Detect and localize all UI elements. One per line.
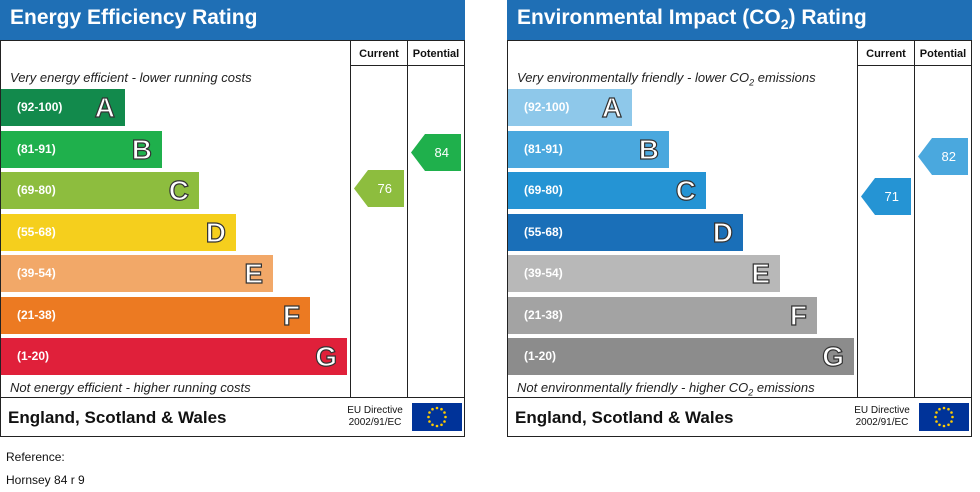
band-range-label: (69-80) xyxy=(17,183,56,197)
band-letter: F xyxy=(789,299,807,331)
band-letter: B xyxy=(131,133,152,165)
energy-directive-line1: EU Directive xyxy=(347,405,403,416)
rating-band-g: (1-20) G xyxy=(1,338,347,375)
energy-bottom-note: Not energy efficient - higher running co… xyxy=(10,380,251,395)
energy-footer-rule xyxy=(0,397,464,398)
reference-value: Hornsey 84 r 9 xyxy=(6,473,85,487)
environment-frame xyxy=(507,40,972,437)
potential-rating-value: 82 xyxy=(941,149,956,164)
band-letter: E xyxy=(751,257,771,289)
band-letter: A xyxy=(601,91,622,123)
environment-header-rule xyxy=(857,65,971,66)
band-range-label: (1-20) xyxy=(524,349,557,363)
potential-rating-value: 84 xyxy=(434,145,449,160)
band-range-label: (81-91) xyxy=(524,141,563,156)
environment-bottom-note: Not environmentally friendly - higher CO… xyxy=(517,380,815,398)
rating-band-d: (55-68) D xyxy=(508,213,743,251)
current-rating-value: 76 xyxy=(377,181,392,196)
environment-potential-header: Potential xyxy=(919,48,967,60)
environment-col-divider-2 xyxy=(914,40,915,397)
energy-col-divider-2 xyxy=(407,40,408,397)
environment-title-bar: Environmental Impact (CO2) Rating xyxy=(507,0,972,40)
energy-current-header: Current xyxy=(359,48,399,60)
energy-frame xyxy=(0,40,465,437)
band-letter: B xyxy=(638,133,659,165)
rating-band-e: (39-54) E xyxy=(1,255,273,292)
rating-band-f: (21-38) F xyxy=(508,296,817,334)
rating-band-b: (81-91) B xyxy=(1,130,162,168)
band-letter: F xyxy=(282,299,300,331)
band-range-label: (39-54) xyxy=(17,266,56,280)
rating-band-b: (81-91) B xyxy=(508,130,669,168)
rating-band-a: (92-100) A xyxy=(508,89,632,126)
energy-footer-country: England, Scotland & Wales xyxy=(8,408,227,427)
energy-header-rule xyxy=(350,65,464,66)
current-rating-value: 71 xyxy=(884,189,899,204)
energy-title-bar: Energy Efficiency Rating xyxy=(0,0,465,40)
rating-band-d: (55-68) D xyxy=(1,213,236,251)
band-letter: E xyxy=(244,257,264,289)
band-letter: G xyxy=(315,340,338,372)
rating-band-c: (69-80) C xyxy=(1,172,199,209)
energy-efficiency-panel: Energy Efficiency Rating Current Potenti… xyxy=(0,0,465,437)
band-range-label: (69-80) xyxy=(524,183,563,197)
environmental-impact-panel: Environmental Impact (CO2) Rating Curren… xyxy=(507,0,972,437)
energy-directive-line2: 2002/91/EC xyxy=(348,417,402,428)
eu-flag-icon xyxy=(919,403,969,431)
band-range-label: (39-54) xyxy=(524,266,563,280)
reference-label: Reference: xyxy=(6,450,65,464)
energy-eu-directive: EU Directive 2002/91/EC xyxy=(340,405,410,429)
band-range-label: (81-91) xyxy=(17,141,56,156)
environment-current-header: Current xyxy=(866,48,906,60)
eu-flag-icon xyxy=(412,403,462,431)
band-letter: C xyxy=(168,174,189,206)
environment-footer-country: England, Scotland & Wales xyxy=(515,408,734,427)
energy-top-note: Very energy efficient - lower running co… xyxy=(10,70,252,85)
rating-band-g: (1-20) G xyxy=(508,338,854,375)
environment-footer-rule xyxy=(507,397,971,398)
environment-directive-line2: 2002/91/EC xyxy=(855,417,909,428)
environment-col-divider-1 xyxy=(857,40,858,397)
energy-title: Energy Efficiency Rating xyxy=(10,6,258,29)
rating-band-f: (21-38) F xyxy=(1,296,310,334)
band-range-label: (92-100) xyxy=(524,100,570,114)
band-range-label: (1-20) xyxy=(17,349,50,363)
band-letter: D xyxy=(205,216,226,248)
rating-band-a: (92-100) A xyxy=(1,89,125,126)
energy-col-divider-1 xyxy=(350,40,351,397)
environment-top-note: Very environmentally friendly - lower CO… xyxy=(517,70,816,88)
rating-band-e: (39-54) E xyxy=(508,255,780,292)
environment-eu-directive: EU Directive 2002/91/EC xyxy=(847,405,917,429)
band-range-label: (21-38) xyxy=(524,307,563,322)
band-range-label: (92-100) xyxy=(17,100,63,114)
environment-title: Environmental Impact (CO2) Rating xyxy=(517,6,867,33)
band-range-label: (55-68) xyxy=(524,224,563,239)
band-range-label: (21-38) xyxy=(17,307,56,322)
band-range-label: (55-68) xyxy=(17,224,56,239)
environment-directive-line1: EU Directive xyxy=(854,405,910,416)
band-letter: C xyxy=(675,174,696,206)
energy-potential-header: Potential xyxy=(412,48,460,60)
band-letter: D xyxy=(712,216,733,248)
rating-band-c: (69-80) C xyxy=(508,172,706,209)
band-letter: A xyxy=(94,91,115,123)
band-letter: G xyxy=(822,340,845,372)
